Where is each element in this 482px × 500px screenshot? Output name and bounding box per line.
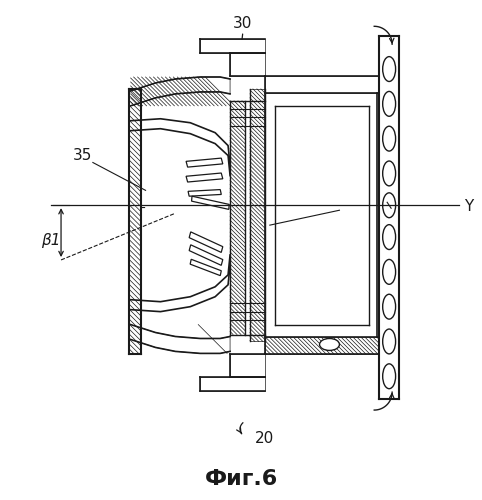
Ellipse shape (383, 260, 396, 284)
Polygon shape (190, 260, 221, 276)
Ellipse shape (383, 193, 396, 218)
Polygon shape (186, 158, 223, 167)
Text: −: − (135, 202, 146, 214)
Polygon shape (188, 190, 221, 196)
Text: 20: 20 (255, 432, 274, 446)
Polygon shape (189, 232, 223, 252)
Ellipse shape (383, 126, 396, 151)
Polygon shape (186, 173, 223, 182)
Polygon shape (230, 354, 265, 378)
Text: Фиг.6: Фиг.6 (204, 468, 278, 488)
Ellipse shape (383, 294, 396, 319)
Polygon shape (200, 378, 265, 391)
Text: β1: β1 (41, 232, 61, 248)
Ellipse shape (383, 329, 396, 354)
Polygon shape (131, 324, 230, 354)
Ellipse shape (383, 161, 396, 186)
Polygon shape (230, 53, 265, 76)
Ellipse shape (383, 364, 396, 388)
Polygon shape (230, 101, 245, 334)
Polygon shape (200, 39, 265, 53)
Polygon shape (129, 89, 141, 354)
Ellipse shape (320, 338, 339, 350)
Polygon shape (265, 76, 379, 93)
Text: Y: Y (464, 199, 473, 214)
Polygon shape (191, 196, 229, 209)
Polygon shape (250, 89, 265, 342)
Polygon shape (265, 338, 379, 354)
Polygon shape (131, 77, 230, 106)
Text: 30: 30 (233, 16, 253, 31)
Ellipse shape (383, 56, 396, 82)
Ellipse shape (383, 224, 396, 250)
Ellipse shape (383, 92, 396, 116)
Polygon shape (189, 245, 223, 266)
Text: 35: 35 (73, 148, 93, 163)
